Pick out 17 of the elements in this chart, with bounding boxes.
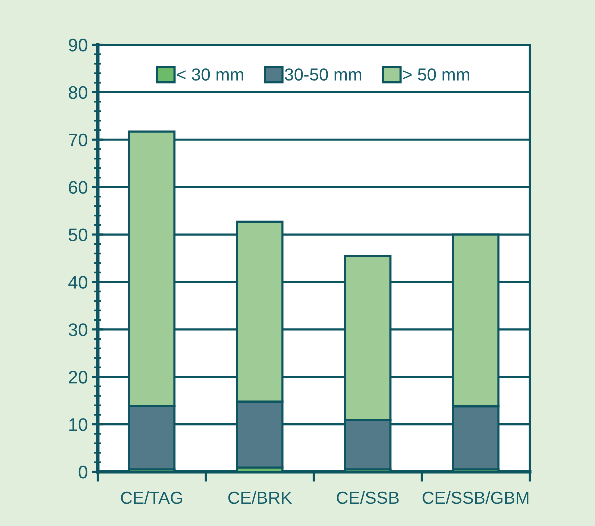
y-tick-label: 70 — [69, 134, 88, 147]
x-tick-label: CE/BRK — [228, 491, 292, 504]
x-tick-label: CE/SSB/GBM — [422, 491, 529, 504]
y-tick-label: 10 — [70, 418, 88, 432]
y-tick-label: 30 — [68, 324, 88, 336]
x-tick-label: CE/TAG — [121, 491, 182, 504]
y-tick-label: 90 — [69, 38, 88, 52]
x-tick-label: CE/SSB — [337, 491, 399, 504]
y-tick-label: 0 — [78, 466, 88, 479]
y-tick-label: 50 — [68, 228, 88, 242]
legend-label: > 50 mm — [403, 68, 470, 81]
y-tick-label: 80 — [68, 86, 88, 100]
legend-label: < 30 mm — [177, 68, 244, 81]
legend-label: 30-50 mm — [285, 68, 362, 81]
y-tick-label: 20 — [69, 371, 88, 384]
y-tick-label: 60 — [69, 181, 88, 194]
y-tick-label: 40 — [68, 276, 88, 289]
